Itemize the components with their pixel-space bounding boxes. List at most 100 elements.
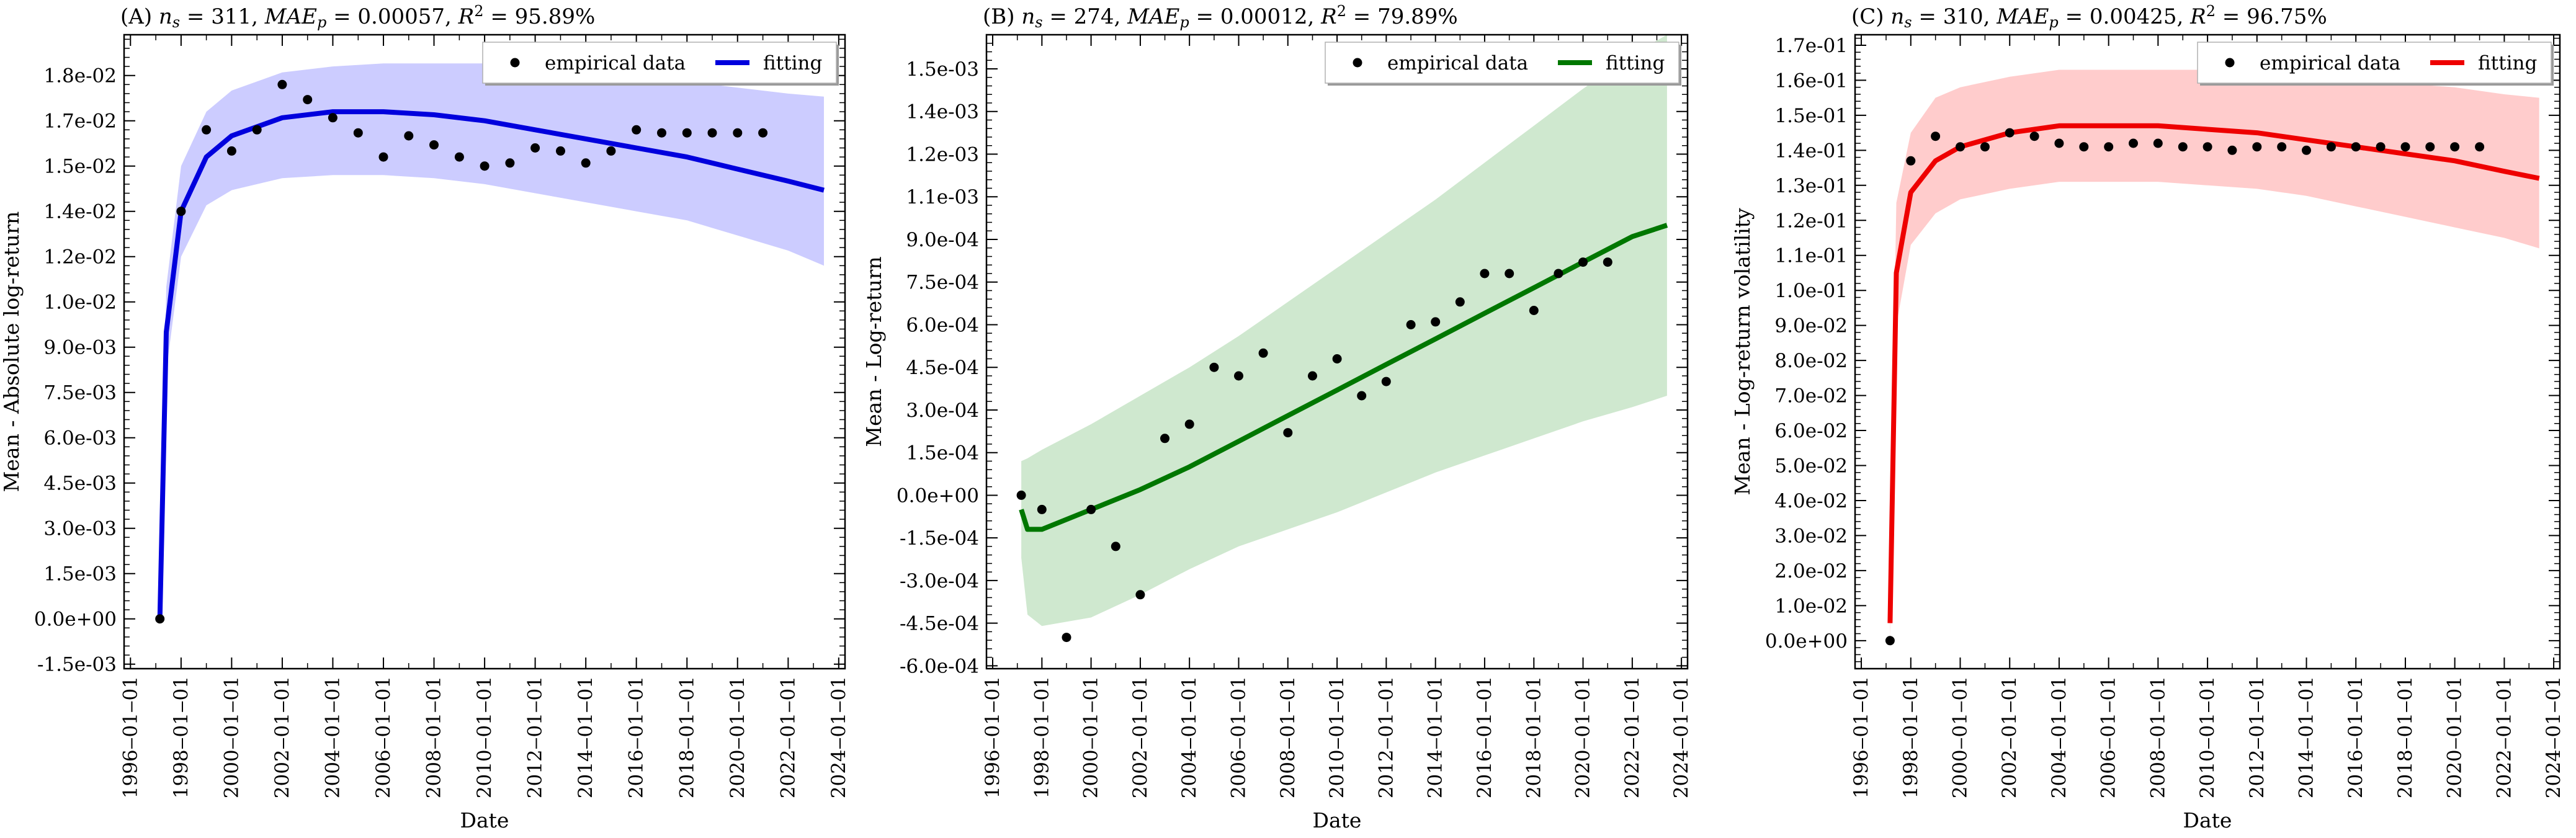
- x-tick-label: 2022‒01‒01: [1621, 676, 1644, 798]
- y-tick-label: 6.0e-03: [43, 427, 117, 450]
- data-point: [1455, 297, 1465, 307]
- data-point: [429, 140, 439, 150]
- data-point: [1603, 257, 1612, 267]
- y-tick-label: 1.1e-01: [1774, 245, 1848, 267]
- data-point: [1234, 371, 1243, 381]
- chart-panel-c: 0.0e+00 1.0e-02 2.0e-02 3.0e-02 4.0e-02 5.0e-…: [1730, 2, 2565, 832]
- title-part: p: [317, 14, 326, 31]
- y-tick-label: -1.5e-04: [900, 527, 979, 550]
- data-point: [1160, 434, 1169, 444]
- y-tick-label: 0.0e+00: [34, 608, 117, 631]
- x-tick-label: 2020‒01‒01: [727, 676, 749, 798]
- title-part: R: [2189, 4, 2206, 29]
- title-part: = 0.00012,: [1189, 4, 1321, 29]
- title-part: 2: [2206, 2, 2216, 20]
- x-tick-label: 1998‒01‒01: [1900, 676, 1922, 798]
- x-tick-label: 2014‒01‒01: [1424, 676, 1447, 798]
- data-point: [2351, 142, 2361, 152]
- x-axis-label: Date: [2183, 808, 2232, 832]
- y-axis-label: Mean - Log-return volatility: [1730, 208, 1755, 496]
- title-part: n: [159, 4, 172, 29]
- y-tick-label: 1.0e-02: [43, 292, 117, 314]
- x-tick-label: 2000‒01‒01: [1949, 676, 1971, 798]
- title-part: (C): [1851, 4, 1890, 29]
- y-tick-label: -1.5e-03: [37, 654, 117, 676]
- fitting-line: [1887, 123, 2540, 623]
- title-part: p: [2049, 14, 2058, 31]
- x-axis-label: Date: [460, 808, 509, 832]
- y-tick-label: 4.5e-04: [906, 357, 979, 379]
- data-point: [2005, 128, 2015, 138]
- x-tick-label: 2002‒01‒01: [271, 676, 293, 798]
- x-tick-label: 2012‒01‒01: [1375, 676, 1397, 798]
- data-point: [480, 161, 490, 171]
- y-tick-label: -4.5e-04: [900, 613, 979, 635]
- title-part: s: [1904, 14, 1912, 31]
- x-tick-label: 2010‒01‒01: [1326, 676, 1348, 798]
- plot-area: [1885, 69, 2540, 646]
- title-part: p: [1179, 14, 1189, 31]
- data-point: [632, 125, 642, 135]
- y-tick-label: 1.2e-01: [1774, 210, 1848, 232]
- data-point: [176, 207, 186, 216]
- data-point: [1406, 320, 1416, 329]
- data-point: [2029, 131, 2039, 141]
- y-tick-label: 1.0e-01: [1774, 280, 1848, 302]
- legend-marker-empirical: [1353, 58, 1362, 68]
- y-tick-label: 1.7e-01: [1774, 35, 1848, 57]
- x-tick-label: 2018‒01‒01: [2394, 676, 2417, 798]
- legend-box: [1325, 42, 1679, 84]
- y-tick-label: 1.1e-03: [906, 186, 979, 208]
- y-tick-label: 9.0e-02: [1774, 315, 1848, 337]
- data-point: [1016, 490, 1026, 500]
- y-tick-label: 6.0e-02: [1774, 420, 1848, 442]
- data-point: [353, 128, 363, 138]
- data-point: [2475, 142, 2485, 152]
- x-tick-label: 2002‒01‒01: [1998, 676, 2021, 798]
- data-point: [328, 113, 338, 123]
- title-part: = 95.89%: [484, 4, 596, 29]
- data-point: [1135, 590, 1145, 600]
- title-part: = 0.00057,: [326, 4, 458, 29]
- y-tick-label: 3.0e-03: [43, 518, 117, 540]
- data-point: [2227, 145, 2237, 155]
- x-tick-label: 2008‒01‒01: [423, 676, 445, 798]
- data-point: [378, 152, 388, 162]
- y-tick-label: 3.0e-04: [906, 399, 979, 422]
- fitting-line: [157, 109, 825, 619]
- x-tick-label: 2008‒01‒01: [1277, 676, 1299, 798]
- data-point: [2302, 145, 2311, 155]
- title-part: = 311,: [180, 4, 265, 29]
- y-tick-label: 1.6e-01: [1774, 69, 1848, 92]
- data-point: [2178, 142, 2188, 152]
- data-point: [226, 146, 236, 156]
- data-point: [707, 128, 717, 138]
- x-tick-label: 2024‒01‒01: [1670, 676, 1693, 798]
- data-point: [2252, 142, 2262, 152]
- y-tick-label: 1.3e-01: [1774, 175, 1848, 197]
- y-tick-label: 1.8e-02: [43, 65, 117, 87]
- x-tick-label: 2010‒01‒01: [2196, 676, 2219, 798]
- chart-title: (C) ns = 310, MAEp = 0.00425, R2 = 96.75…: [1851, 2, 2327, 31]
- data-point: [277, 79, 287, 89]
- title-part: (A): [120, 4, 159, 29]
- y-tick-label: 4.5e-03: [43, 473, 117, 495]
- data-point: [1554, 269, 1563, 279]
- title-part: 2: [1337, 2, 1346, 20]
- data-point: [1906, 156, 1916, 166]
- confidence-band: [159, 63, 825, 619]
- x-tick-label: 2000‒01‒01: [1080, 676, 1102, 798]
- data-point: [1258, 348, 1268, 358]
- confidence-band: [1890, 69, 2539, 641]
- y-tick-label: 1.5e-01: [1774, 105, 1848, 127]
- title-part: = 0.00425,: [2059, 4, 2190, 29]
- data-point: [1956, 142, 1965, 152]
- legend-box: [482, 42, 837, 84]
- chart-panel-b: -6.0e-04 -4.5e-04 -3.0e-04 -1.5e-04 0.0e+00 1…: [862, 2, 1693, 832]
- x-axis-label: Date: [1313, 808, 1362, 832]
- x-tick-label: 2004‒01‒01: [2048, 676, 2070, 798]
- y-tick-label: 4.0e-02: [1774, 490, 1848, 512]
- data-point: [2277, 142, 2287, 152]
- legend-label-empirical: empirical data: [2260, 52, 2400, 74]
- data-point: [2129, 138, 2138, 148]
